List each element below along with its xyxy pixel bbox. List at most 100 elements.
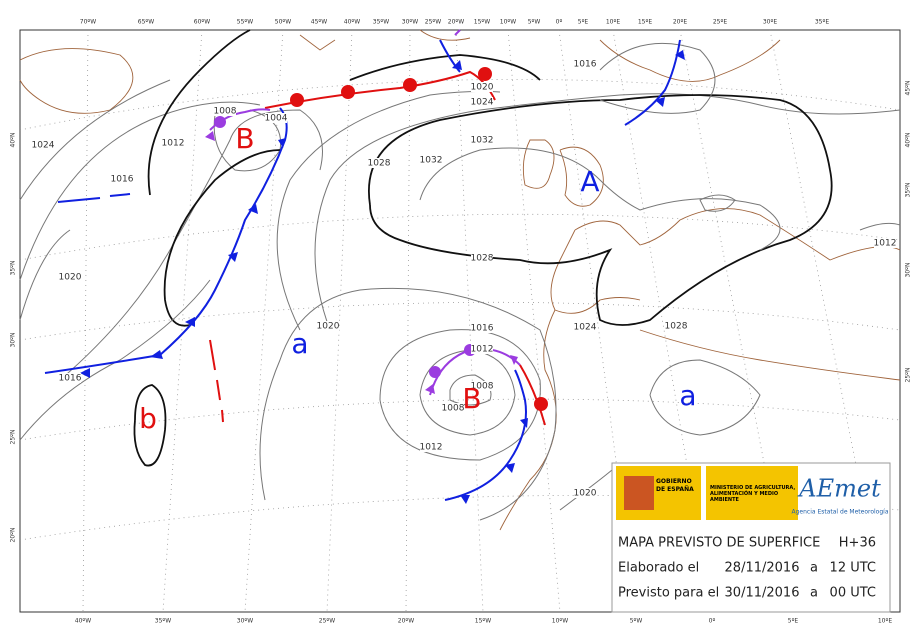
longitude-label: 15ºW [475,618,491,625]
longitude-label: 0º [556,19,563,26]
longitude-label: 40ºW [75,618,91,625]
latitude-label: 35ºN [10,261,17,276]
isobar-label: 1024 [471,98,494,108]
isobar-label-bg [471,323,493,333]
isobar-label-bg [471,82,493,92]
latitude-label: 40ºN [905,133,912,148]
ministerio-logo [706,466,798,520]
isobar-label-bg [214,106,236,116]
longitude-label: 5ºW [630,618,643,625]
isobar-label: 1012 [420,443,443,453]
isobar-label: 1028 [665,322,688,332]
isobar-label-bg [368,158,390,168]
isobar-label-bg [420,442,442,452]
isobar-label: 1008 [214,107,237,117]
isobar-label-bg [665,321,687,331]
isobar-label-bg [471,344,493,354]
isobar-label: 1004 [265,114,288,124]
longitude-label: 20ºW [398,618,414,625]
info-time: 12 UTC [830,561,876,576]
longitude-label: 30ºE [763,19,777,26]
isobar-label-bg [471,253,493,263]
isobar-label: 1020 [317,322,340,332]
longitude-label: 20ºE [673,19,687,26]
isobar-label-bg [265,113,287,123]
longitude-label: 50ºW [275,19,291,26]
info-box: GOBIERNO DE ESPAÑA MINISTERIO DE AGRICUL… [611,462,891,613]
fronts [44,29,685,504]
isobar-label: 1032 [471,136,494,146]
longitude-label: 25ºE [713,19,727,26]
isobar-label-bg [574,59,596,69]
longitude-label: 10ºE [606,19,620,26]
longitude-label: 35ºW [155,618,171,625]
longitude-label: 15ºW [474,19,490,26]
latitude-label: 45ºN [905,81,912,96]
info-time: 00 UTC [830,586,876,601]
coat-of-arms [624,476,654,510]
isobar-label: 1012 [874,239,897,249]
longitude-label: 35ºW [373,19,389,26]
longitude-label: 70ºW [80,19,96,26]
longitude-label: 60ºW [194,19,210,26]
isobar-label-bg [111,174,133,184]
info-sep: a [810,561,818,576]
longitude-label: 10ºW [500,19,516,26]
info-title: MAPA PREVISTO DE SUPERFICE [618,536,820,551]
aemet-logo: AEmet [797,475,881,503]
longitude-label: 5ºE [788,618,799,625]
pressure-center: b [139,402,157,435]
latitude-label: 20ºN [10,528,17,543]
labels: 70ºW 65ºW 60ºW 55ºW 50ºW 45ºW 40ºW 35ºW 30ºW 25ºW… [10,19,912,625]
isobar-label: 1008 [471,382,494,392]
isobar-label-bg [874,238,896,248]
pressure-center: a [679,379,696,412]
isobar-label: 1012 [162,139,185,149]
latitude-label: 40ºN [10,133,17,148]
gobierno-text: GOBIERNO DE ESPAÑA [656,478,694,493]
isobar-label: 1020 [574,489,597,499]
isobar-label-bg [574,322,596,332]
pressure-center: A [580,165,599,198]
isobars [19,29,901,521]
pressure-center: B [462,382,481,415]
isobar-label-bg [162,138,184,148]
isobar-label: 1016 [471,324,494,334]
longitude-label: 25ºW [425,19,441,26]
isobar-label-bg [442,403,464,413]
longitude-label: 5ºW [528,19,541,26]
longitude-label: 25ºW [319,618,335,625]
longitude-label: 15ºE [638,19,652,26]
longitude-label: 40ºW [344,19,360,26]
longitude-label: 55ºW [237,19,253,26]
pressure-center: a [291,327,308,360]
isobar-label-bg [32,140,54,150]
isobar-label: 1028 [368,159,391,169]
longitude-label: 20ºW [448,19,464,26]
pressure-center: B [235,122,254,155]
longitude-label: 10ºW [552,618,568,625]
latitude-label: 25ºN [10,430,17,445]
latitude-label: 35ºN [905,183,912,198]
isobar-label: 1016 [574,60,597,70]
isobar-label-bg [59,272,81,282]
info-date: 28/11/2016 [725,561,800,576]
isobar-label: 1020 [471,83,494,93]
isobar-label-bg [420,155,442,165]
info-sep: a [810,586,818,601]
isobar-label-bg [59,373,81,383]
ministerio-text: MINISTERIO DE AGRICULTURA, ALIMENTACIÓN … [710,485,796,503]
isobar-label: 1016 [59,374,82,384]
isobar-label-bg [471,381,493,391]
latitude-label: 30ºN [905,263,912,278]
info-row-label: Elaborado el [618,561,699,576]
latitude-label: 30ºN [10,333,17,348]
isobar-label: 1024 [32,141,55,151]
latitude-label: 25ºN [905,368,912,383]
gobierno-text-box: GOBIERNO DE ESPAÑA [656,478,694,493]
isobar-label-bg [471,135,493,145]
longitude-label: 30ºW [402,19,418,26]
isobar-label: 1028 [471,254,494,264]
longitude-label: 30ºW [237,618,253,625]
isobar-label: 1008 [442,404,465,414]
